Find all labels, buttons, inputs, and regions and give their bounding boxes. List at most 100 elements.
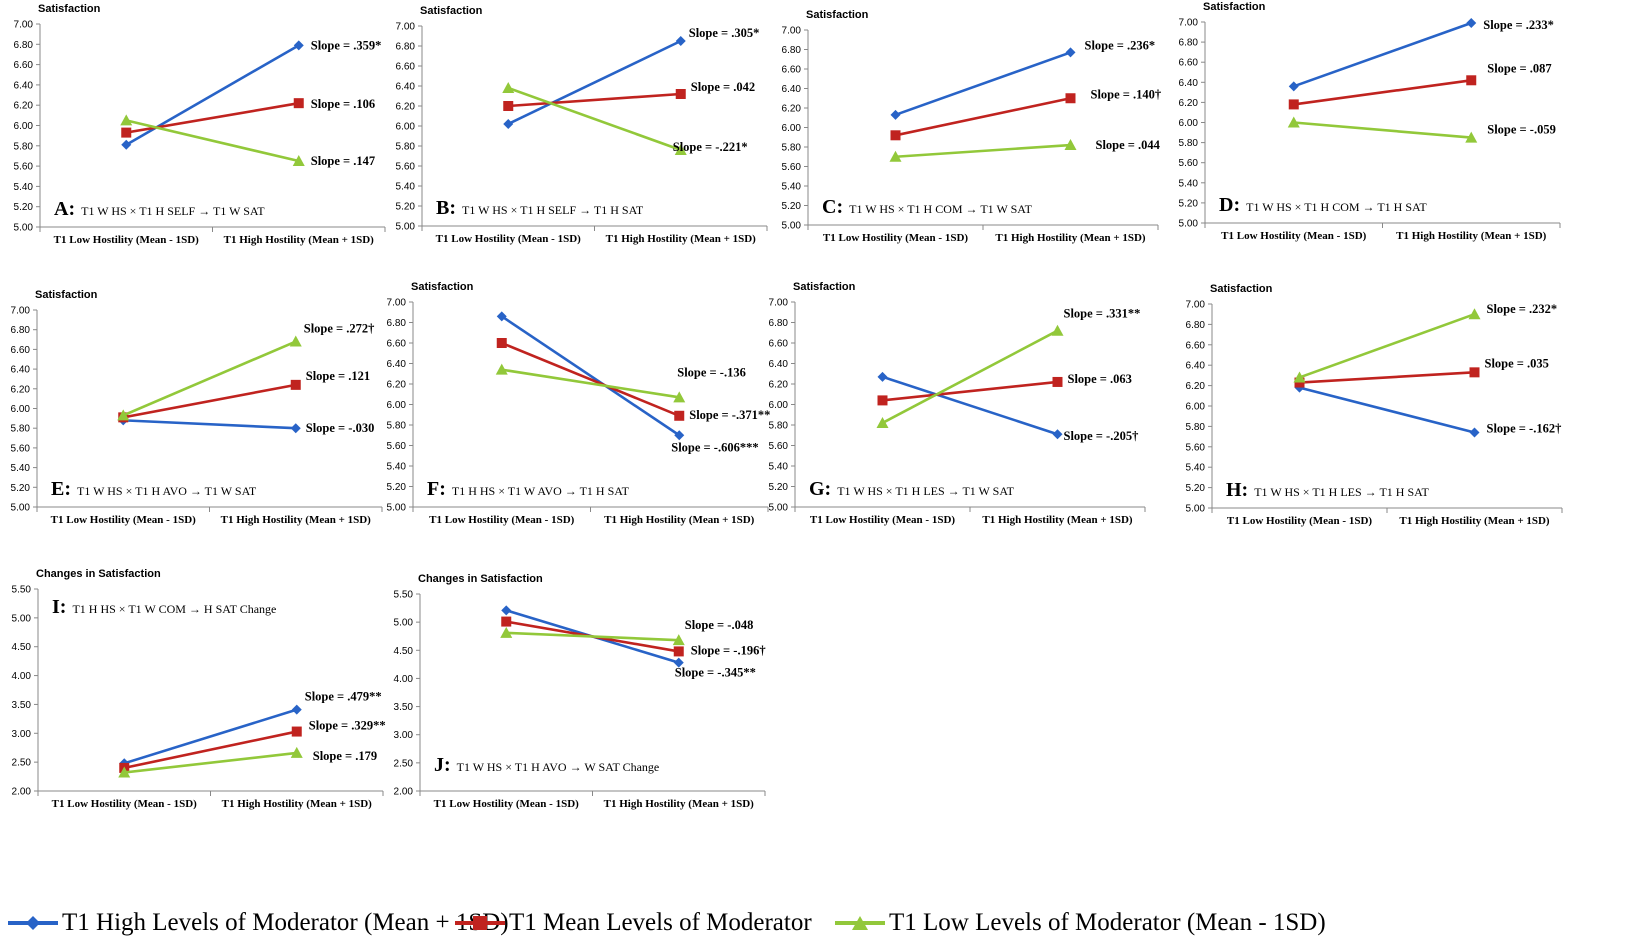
y-tick-label: 5.20 (1186, 483, 1206, 494)
y-tick-label: 6.00 (396, 122, 416, 133)
x-tick-label: T1 Low Hostility (Mean - 1SD) (52, 798, 197, 810)
y-tick-label: 5.60 (1186, 442, 1206, 453)
data-point-low (495, 363, 508, 375)
y-tick-label: 4.50 (394, 646, 414, 657)
y-tick-label: 5.40 (396, 182, 416, 193)
slope-label-mean: Slope = .063 (1068, 372, 1132, 386)
slope-label-high: Slope = .233* (1483, 18, 1554, 32)
series-line-mean (882, 380, 1058, 402)
y-tick-label: 5.00 (387, 503, 407, 514)
data-point-low (290, 746, 303, 758)
series-line-high (1299, 386, 1475, 434)
slope-label-mean: Slope = .087 (1487, 61, 1551, 75)
data-point-high (293, 40, 304, 51)
chart-panel-h: Satisfaction 5.00 5.20 5.40 5.60 5.80 6.00 6.20… (1186, 283, 1563, 527)
y-tick-label: 6.20 (14, 101, 34, 112)
y-tick-label: 2.00 (394, 787, 414, 798)
series-line-high (123, 708, 298, 765)
y-tick-label: 5.60 (14, 162, 34, 173)
y-tick-label: 5.60 (11, 443, 31, 454)
slope-label-mean: Slope = -.371** (689, 408, 770, 422)
y-tick-label: 5.60 (396, 162, 416, 173)
x-tick-label: T1 Low Hostility (Mean - 1SD) (429, 514, 574, 526)
y-tick-label: 5.00 (1179, 219, 1199, 230)
y-tick-label: 6.60 (11, 345, 31, 356)
slope-label-low: Slope = -.059 (1487, 123, 1556, 137)
panel-equation: T1 W HS × T1 H AVO → T1 W SAT (77, 484, 257, 498)
y-axis-title: Satisfaction (806, 9, 869, 21)
y-tick-label: 5.00 (12, 613, 32, 624)
series-line-low (125, 119, 300, 163)
data-point-high (1288, 81, 1299, 92)
y-tick-label: 6.40 (1186, 361, 1206, 372)
slope-label-high: Slope = .305* (689, 26, 760, 40)
series-line-low (1299, 312, 1475, 379)
y-tick-label: 7.00 (769, 298, 789, 309)
x-tick-label: T1 High Hostility (Mean + 1SD) (222, 798, 373, 810)
y-tick-label: 7.00 (1179, 18, 1199, 29)
data-point-low (1287, 116, 1300, 128)
data-point-low (673, 391, 686, 403)
y-tick-label: 5.80 (14, 141, 34, 152)
data-point-mean (1294, 377, 1305, 388)
data-point-high (674, 430, 685, 441)
panel-letter: C: (822, 196, 843, 218)
panel-equation: T1 W HS × T1 H COM → T1 H SAT (1246, 200, 1427, 214)
y-tick-label: 5.00 (14, 223, 34, 234)
series-line-high (895, 51, 1071, 117)
y-tick-label: 5.60 (387, 441, 407, 452)
slope-label-low: Slope = .044 (1096, 138, 1161, 152)
series-line-low (501, 368, 680, 399)
y-axis-title: Satisfaction (793, 281, 856, 293)
y-tick-label: 5.00 (396, 222, 416, 233)
y-tick-label: 6.40 (769, 359, 789, 370)
y-tick-label: 6.00 (1179, 118, 1199, 129)
series-line-mean (501, 341, 680, 417)
legend-swatch-low (835, 913, 885, 933)
y-tick-label: 5.80 (769, 421, 789, 432)
y-tick-label: 5.20 (396, 202, 416, 213)
data-point-mean (293, 98, 304, 109)
panel-label: E: T1 W HS × T1 H AVO → T1 W SAT (51, 478, 257, 500)
y-tick-label: 6.60 (1179, 58, 1199, 69)
panel-equation: T1 H HS × T1 W COM → H SAT Change (72, 602, 276, 616)
slope-label-high: Slope = -.606*** (671, 440, 758, 454)
slope-label-high: Slope = -.030 (306, 421, 375, 435)
series-line-mean (123, 730, 298, 770)
data-point-low (672, 634, 685, 646)
y-tick-label: 6.60 (387, 339, 407, 350)
y-tick-label: 6.80 (396, 42, 416, 53)
y-tick-label: 5.20 (387, 482, 407, 493)
y-tick-label: 5.60 (769, 441, 789, 452)
data-point-mean (1065, 93, 1076, 104)
y-tick-label: 5.40 (782, 182, 802, 193)
legend-item-mean: T1 Mean Levels of Moderator (455, 906, 812, 940)
slope-label-low: Slope = .331** (1064, 307, 1141, 321)
slope-label-mean: Slope = .042 (691, 80, 755, 94)
slope-label-low: Slope = .272† (304, 322, 375, 336)
data-point-high (503, 119, 514, 129)
data-point-low (1468, 308, 1481, 320)
y-tick-label: 5.40 (1179, 178, 1199, 189)
series-line-high (882, 375, 1058, 436)
panel-label: G: T1 W HS × T1 H LES → T1 W SAT (809, 478, 1015, 500)
y-axis-title: Changes in Satisfaction (36, 568, 161, 580)
panel-label: A: T1 W HS × T1 H SELF → T1 W SAT (54, 198, 265, 220)
y-tick-label: 5.20 (1179, 198, 1199, 209)
y-axis-title: Satisfaction (1203, 1, 1266, 13)
slope-label-high: Slope = .236* (1085, 38, 1156, 52)
data-point-low (117, 409, 130, 421)
y-tick-label: 6.00 (11, 404, 31, 415)
slope-label-mean: Slope = .140† (1091, 87, 1162, 101)
chart-panel-i: Changes in Satisfaction 2.00 2.50 3.00 3.50 4… (12, 568, 386, 810)
series-line-low (506, 631, 679, 642)
series-line-high (501, 315, 680, 437)
slope-label-high: Slope = .359* (311, 38, 382, 52)
series-line-mean (123, 383, 296, 419)
series-line-high (1293, 21, 1472, 88)
y-tick-label: 6.20 (11, 384, 31, 395)
panel-letter: B: (436, 197, 456, 219)
series-line-mean (1293, 79, 1472, 106)
x-tick-label: T1 High Hostility (Mean + 1SD) (1396, 230, 1547, 242)
